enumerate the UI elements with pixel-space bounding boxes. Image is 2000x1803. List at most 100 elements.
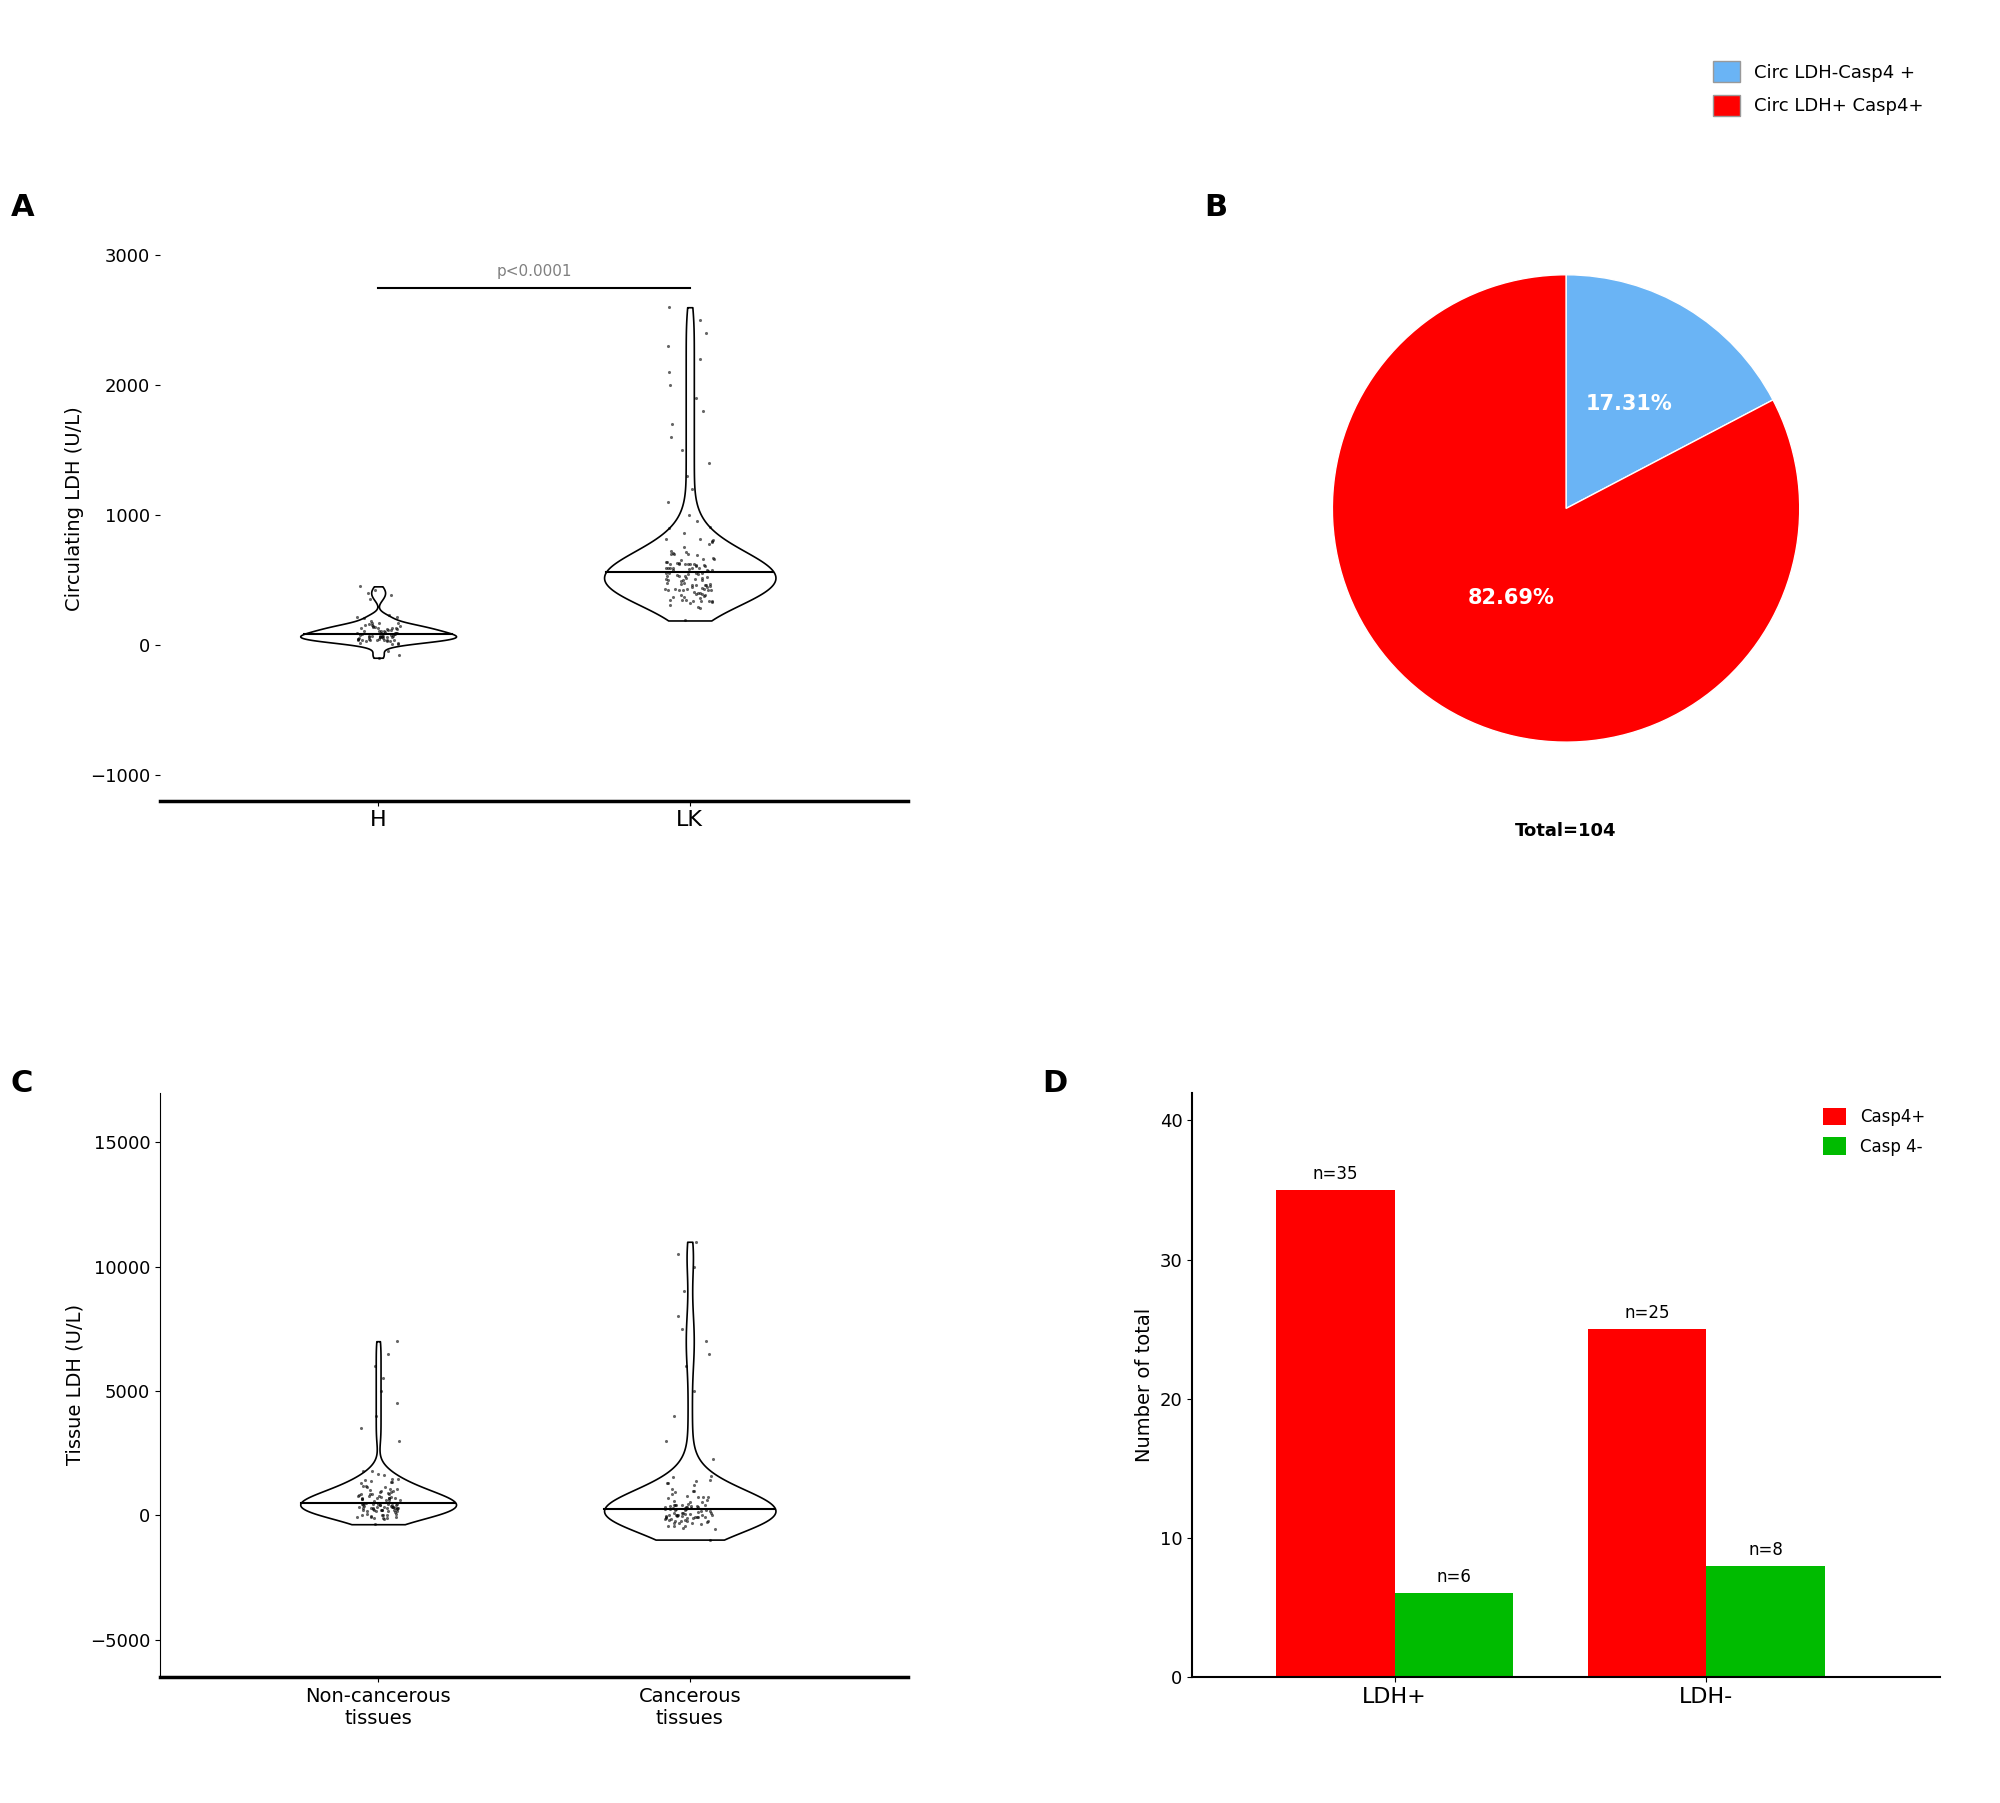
Point: [686, 586, 718, 615]
Point: [364, 622, 396, 651]
Point: [678, 1502, 710, 1531]
Point: [656, 409, 688, 438]
Point: [692, 1507, 724, 1536]
Point: [682, 1491, 714, 1520]
Point: [670, 1504, 702, 1533]
Point: [692, 1482, 724, 1511]
Point: [688, 1502, 720, 1531]
Point: [366, 1500, 398, 1529]
Point: [676, 1477, 708, 1506]
Point: [372, 1478, 404, 1507]
Point: [346, 1414, 378, 1442]
Point: [686, 579, 718, 608]
Point: [362, 1489, 394, 1518]
Point: [686, 573, 718, 602]
Point: [696, 1500, 728, 1529]
Point: [652, 1484, 684, 1513]
Point: [360, 1509, 392, 1538]
Point: [368, 626, 400, 654]
Point: [660, 1491, 692, 1520]
Point: [666, 566, 698, 595]
Point: [666, 1314, 698, 1343]
Point: [696, 555, 728, 584]
Point: [378, 1493, 410, 1522]
Point: [670, 1493, 702, 1522]
Point: [674, 1500, 706, 1529]
Text: p<0.0001: p<0.0001: [496, 263, 572, 279]
Point: [668, 1495, 700, 1524]
Point: [356, 611, 388, 640]
Point: [342, 1482, 374, 1511]
Point: [670, 550, 702, 579]
Point: [676, 1504, 708, 1533]
Point: [682, 559, 714, 588]
Point: [372, 1489, 404, 1518]
Point: [376, 620, 408, 649]
Point: [650, 1469, 682, 1498]
Point: [652, 554, 684, 582]
Point: [654, 371, 686, 400]
Point: [686, 545, 718, 573]
Point: [694, 588, 726, 617]
Point: [654, 514, 686, 543]
Point: [656, 1475, 688, 1504]
Point: [382, 1327, 414, 1356]
Text: C: C: [10, 1069, 32, 1098]
Point: [696, 1444, 728, 1473]
Point: [676, 572, 708, 600]
Point: [368, 1460, 400, 1489]
Point: [366, 1496, 398, 1525]
Point: [342, 602, 374, 631]
Point: [370, 1504, 402, 1533]
Text: D: D: [1042, 1069, 1068, 1098]
Point: [346, 1489, 378, 1518]
Bar: [1588, 1329, 1706, 1677]
Bar: [1706, 1565, 1824, 1677]
Point: [366, 1376, 398, 1405]
Point: [662, 561, 694, 590]
Point: [690, 1495, 722, 1524]
Point: [688, 581, 720, 609]
Point: [656, 1480, 688, 1509]
Point: [696, 545, 728, 573]
Point: [662, 561, 694, 590]
Point: [696, 575, 728, 604]
Point: [670, 537, 702, 566]
Point: [694, 572, 726, 600]
Point: [662, 1500, 694, 1529]
Point: [650, 554, 682, 582]
Point: [342, 624, 374, 653]
Point: [676, 573, 708, 602]
Point: [674, 1491, 706, 1520]
Point: [346, 626, 378, 654]
Point: [694, 1466, 726, 1495]
Point: [358, 613, 390, 642]
Point: [680, 1228, 712, 1257]
Point: [684, 344, 716, 373]
Point: [670, 606, 702, 635]
Point: [670, 462, 702, 490]
Point: [384, 611, 416, 640]
Point: [668, 532, 700, 561]
Point: [346, 1469, 378, 1498]
Point: [382, 609, 414, 638]
Point: [364, 1491, 396, 1520]
Point: [660, 1500, 692, 1529]
Point: [678, 1477, 710, 1506]
Point: [652, 292, 684, 321]
Point: [680, 579, 712, 608]
Point: [674, 1493, 706, 1522]
Point: [674, 501, 706, 530]
Point: [650, 561, 682, 590]
Point: [690, 573, 722, 602]
Point: [652, 575, 684, 604]
Point: [682, 1498, 714, 1527]
Point: [652, 568, 684, 597]
Point: [694, 449, 726, 478]
Point: [660, 1507, 692, 1536]
Point: [384, 1426, 416, 1455]
Point: [666, 1506, 698, 1534]
Point: [362, 617, 394, 645]
Text: 17.31%: 17.31%: [1586, 395, 1672, 415]
Point: [662, 1302, 694, 1331]
